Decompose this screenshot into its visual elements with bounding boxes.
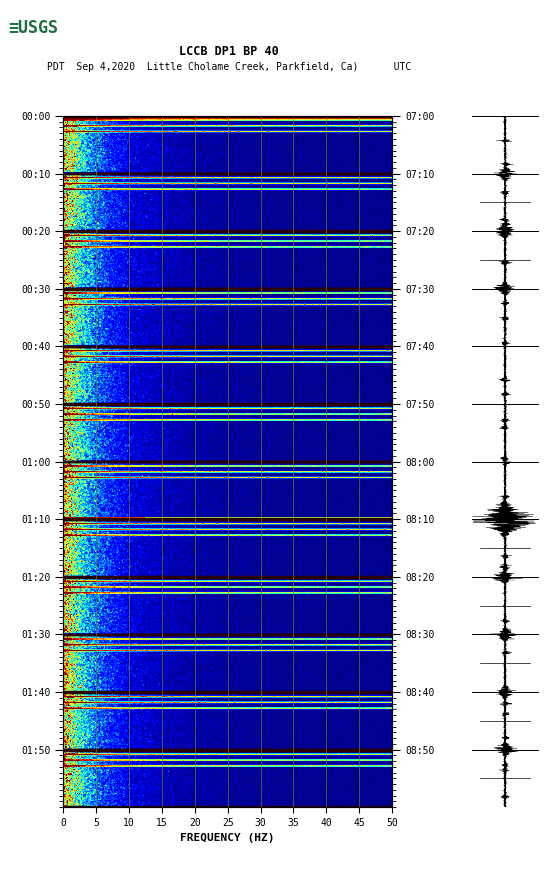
Text: ≡USGS: ≡USGS	[8, 19, 59, 37]
Text: PDT  Sep 4,2020  Little Cholame Creek, Parkfield, Ca)      UTC: PDT Sep 4,2020 Little Cholame Creek, Par…	[47, 62, 411, 72]
X-axis label: FREQUENCY (HZ): FREQUENCY (HZ)	[181, 833, 275, 843]
Text: LCCB DP1 BP 40: LCCB DP1 BP 40	[179, 45, 279, 58]
